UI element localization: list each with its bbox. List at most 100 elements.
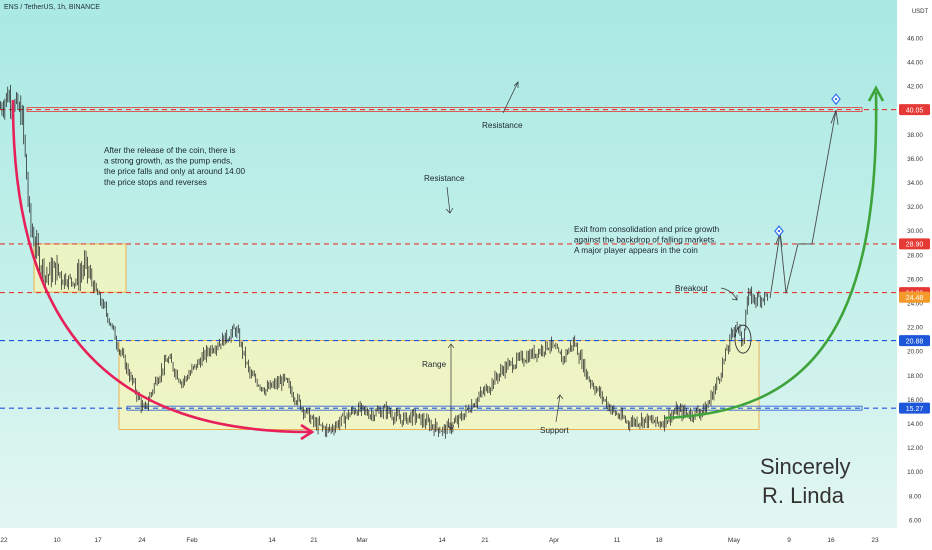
price-tag-resistance-1: 40.05 xyxy=(899,104,930,116)
intro-annotation-line: a strong growth, as the pump ends, xyxy=(104,157,232,166)
time-axis-bg xyxy=(0,528,897,550)
y-tick-label: 44.00 xyxy=(907,59,923,66)
intro-annotation-line: the price falls and only at around 14.00 xyxy=(104,167,246,176)
y-tick-label: 8.00 xyxy=(909,493,922,500)
price-tag-box xyxy=(899,104,930,116)
breakout-pointer xyxy=(720,287,738,301)
x-tick-label: 16 xyxy=(827,537,835,544)
pointer-head xyxy=(513,81,519,88)
range-arrowhead-top xyxy=(447,343,455,349)
x-tick-label: 22 xyxy=(0,537,8,544)
y-tick-label: 30.00 xyxy=(907,228,923,235)
pointer-line xyxy=(446,186,451,214)
signature-line-1: Sincerely xyxy=(760,454,850,479)
target-marker-dot xyxy=(777,229,781,233)
support-label: Support xyxy=(540,426,569,435)
y-tick-label: 26.00 xyxy=(907,276,923,283)
exit-annotation-line: Exit from consolidation and price growth xyxy=(574,225,720,234)
price-tag-label: 28.90 xyxy=(906,242,924,249)
resistance-label-mid: Resistance xyxy=(424,174,465,183)
breakout-label: Breakout xyxy=(675,284,708,293)
y-tick-label: 18.00 xyxy=(907,373,923,380)
pointer-line xyxy=(502,81,519,114)
pointer-line xyxy=(555,394,561,423)
price-tag-box xyxy=(899,402,930,414)
x-tick-label: 23 xyxy=(871,537,879,544)
range-arrowhead-bottom xyxy=(447,425,455,431)
target-marker xyxy=(831,93,841,106)
y-tick-label: 6.00 xyxy=(909,517,922,524)
x-tick-label: 24 xyxy=(138,537,146,544)
price-tag-label: 20.88 xyxy=(906,338,924,345)
pointer-head xyxy=(445,207,454,214)
price-tag-box xyxy=(899,238,930,250)
y-tick-label: 46.00 xyxy=(907,35,923,42)
price-tag-current-price: 24.48 xyxy=(899,291,930,303)
y-tick-label: 24.00 xyxy=(907,300,923,307)
resistance-label-upper: Resistance xyxy=(482,121,523,130)
x-tick-label: 11 xyxy=(614,537,621,544)
y-tick-label: 14.00 xyxy=(907,421,923,428)
price-tag-box xyxy=(899,291,930,303)
projection-layer xyxy=(769,93,841,299)
price-tag-box xyxy=(899,335,930,347)
arrows-layer xyxy=(11,85,885,441)
price-tag-resistance-2: 28.90 xyxy=(899,238,930,250)
price-tag-label: 24.48 xyxy=(906,295,924,302)
x-tick-label: 14 xyxy=(438,537,446,544)
range-label: Range xyxy=(422,360,447,369)
y-tick-label: 22.00 xyxy=(907,325,923,332)
red-arrowhead xyxy=(300,423,315,441)
intro-annotation-line: the price stops and reverses xyxy=(104,178,207,187)
x-tick-label: 9 xyxy=(787,537,791,544)
y-tick-label: 38.00 xyxy=(907,132,923,139)
price-axis-bg xyxy=(897,0,932,550)
price-tag-range-top: 20.88 xyxy=(899,335,930,347)
support-box-15 xyxy=(126,405,863,411)
resistance-box-40 xyxy=(26,107,863,112)
red-curve-arrow xyxy=(11,99,311,434)
x-tick-label: 10 xyxy=(53,537,61,544)
target-marker-dot xyxy=(834,97,838,101)
y-tick-label: 32.00 xyxy=(907,204,923,211)
breakout-circle xyxy=(734,324,752,354)
price-tag-label: 15.27 xyxy=(906,406,924,413)
price-tag-label: 40.05 xyxy=(906,107,924,114)
x-tick-label: 14 xyxy=(268,537,276,544)
x-tick-label: Feb xyxy=(186,537,198,544)
y-tick-label: 34.00 xyxy=(907,180,923,187)
y-tick-label: 42.00 xyxy=(907,84,923,91)
x-tick-label: 21 xyxy=(310,537,318,544)
x-tick-label: Mar xyxy=(356,537,368,544)
exit-annotation-line: A major player appears in the coin xyxy=(574,246,698,255)
x-tick-label: 18 xyxy=(655,537,663,544)
notes-layer: After the release of the coin, there is a… xyxy=(104,81,850,508)
y-tick-label: 12.00 xyxy=(907,445,923,452)
green-curve-arrow xyxy=(664,91,878,420)
green-arrowhead xyxy=(867,85,885,102)
exit-annotation-line: against the backdrop of falling markets. xyxy=(574,236,716,245)
x-tick-label: 21 xyxy=(481,537,489,544)
x-tick-label: Apr xyxy=(549,537,560,544)
projection-path xyxy=(769,110,837,299)
zone-main-range xyxy=(118,340,760,430)
y-tick-label: 20.00 xyxy=(907,349,923,356)
y-tick-label: 10.00 xyxy=(907,469,923,476)
intro-annotation-line: After the release of the coin, there is xyxy=(104,146,236,155)
y-tick-label: 36.00 xyxy=(907,156,923,163)
y-tick-label: 16.00 xyxy=(907,397,923,404)
chart-title: ENS / TetherUS, 1h, BINANCE xyxy=(4,4,100,11)
axis-unit-label: USDT xyxy=(912,9,929,15)
signature-line-2: R. Linda xyxy=(762,483,845,508)
projection-arrowhead xyxy=(830,110,839,125)
target-marker xyxy=(774,225,784,238)
y-tick-label: 28.00 xyxy=(907,252,923,259)
pointer-head xyxy=(556,394,564,400)
x-tick-label: 17 xyxy=(94,537,102,544)
zones-layer xyxy=(33,243,760,430)
levels-layer xyxy=(0,107,897,411)
